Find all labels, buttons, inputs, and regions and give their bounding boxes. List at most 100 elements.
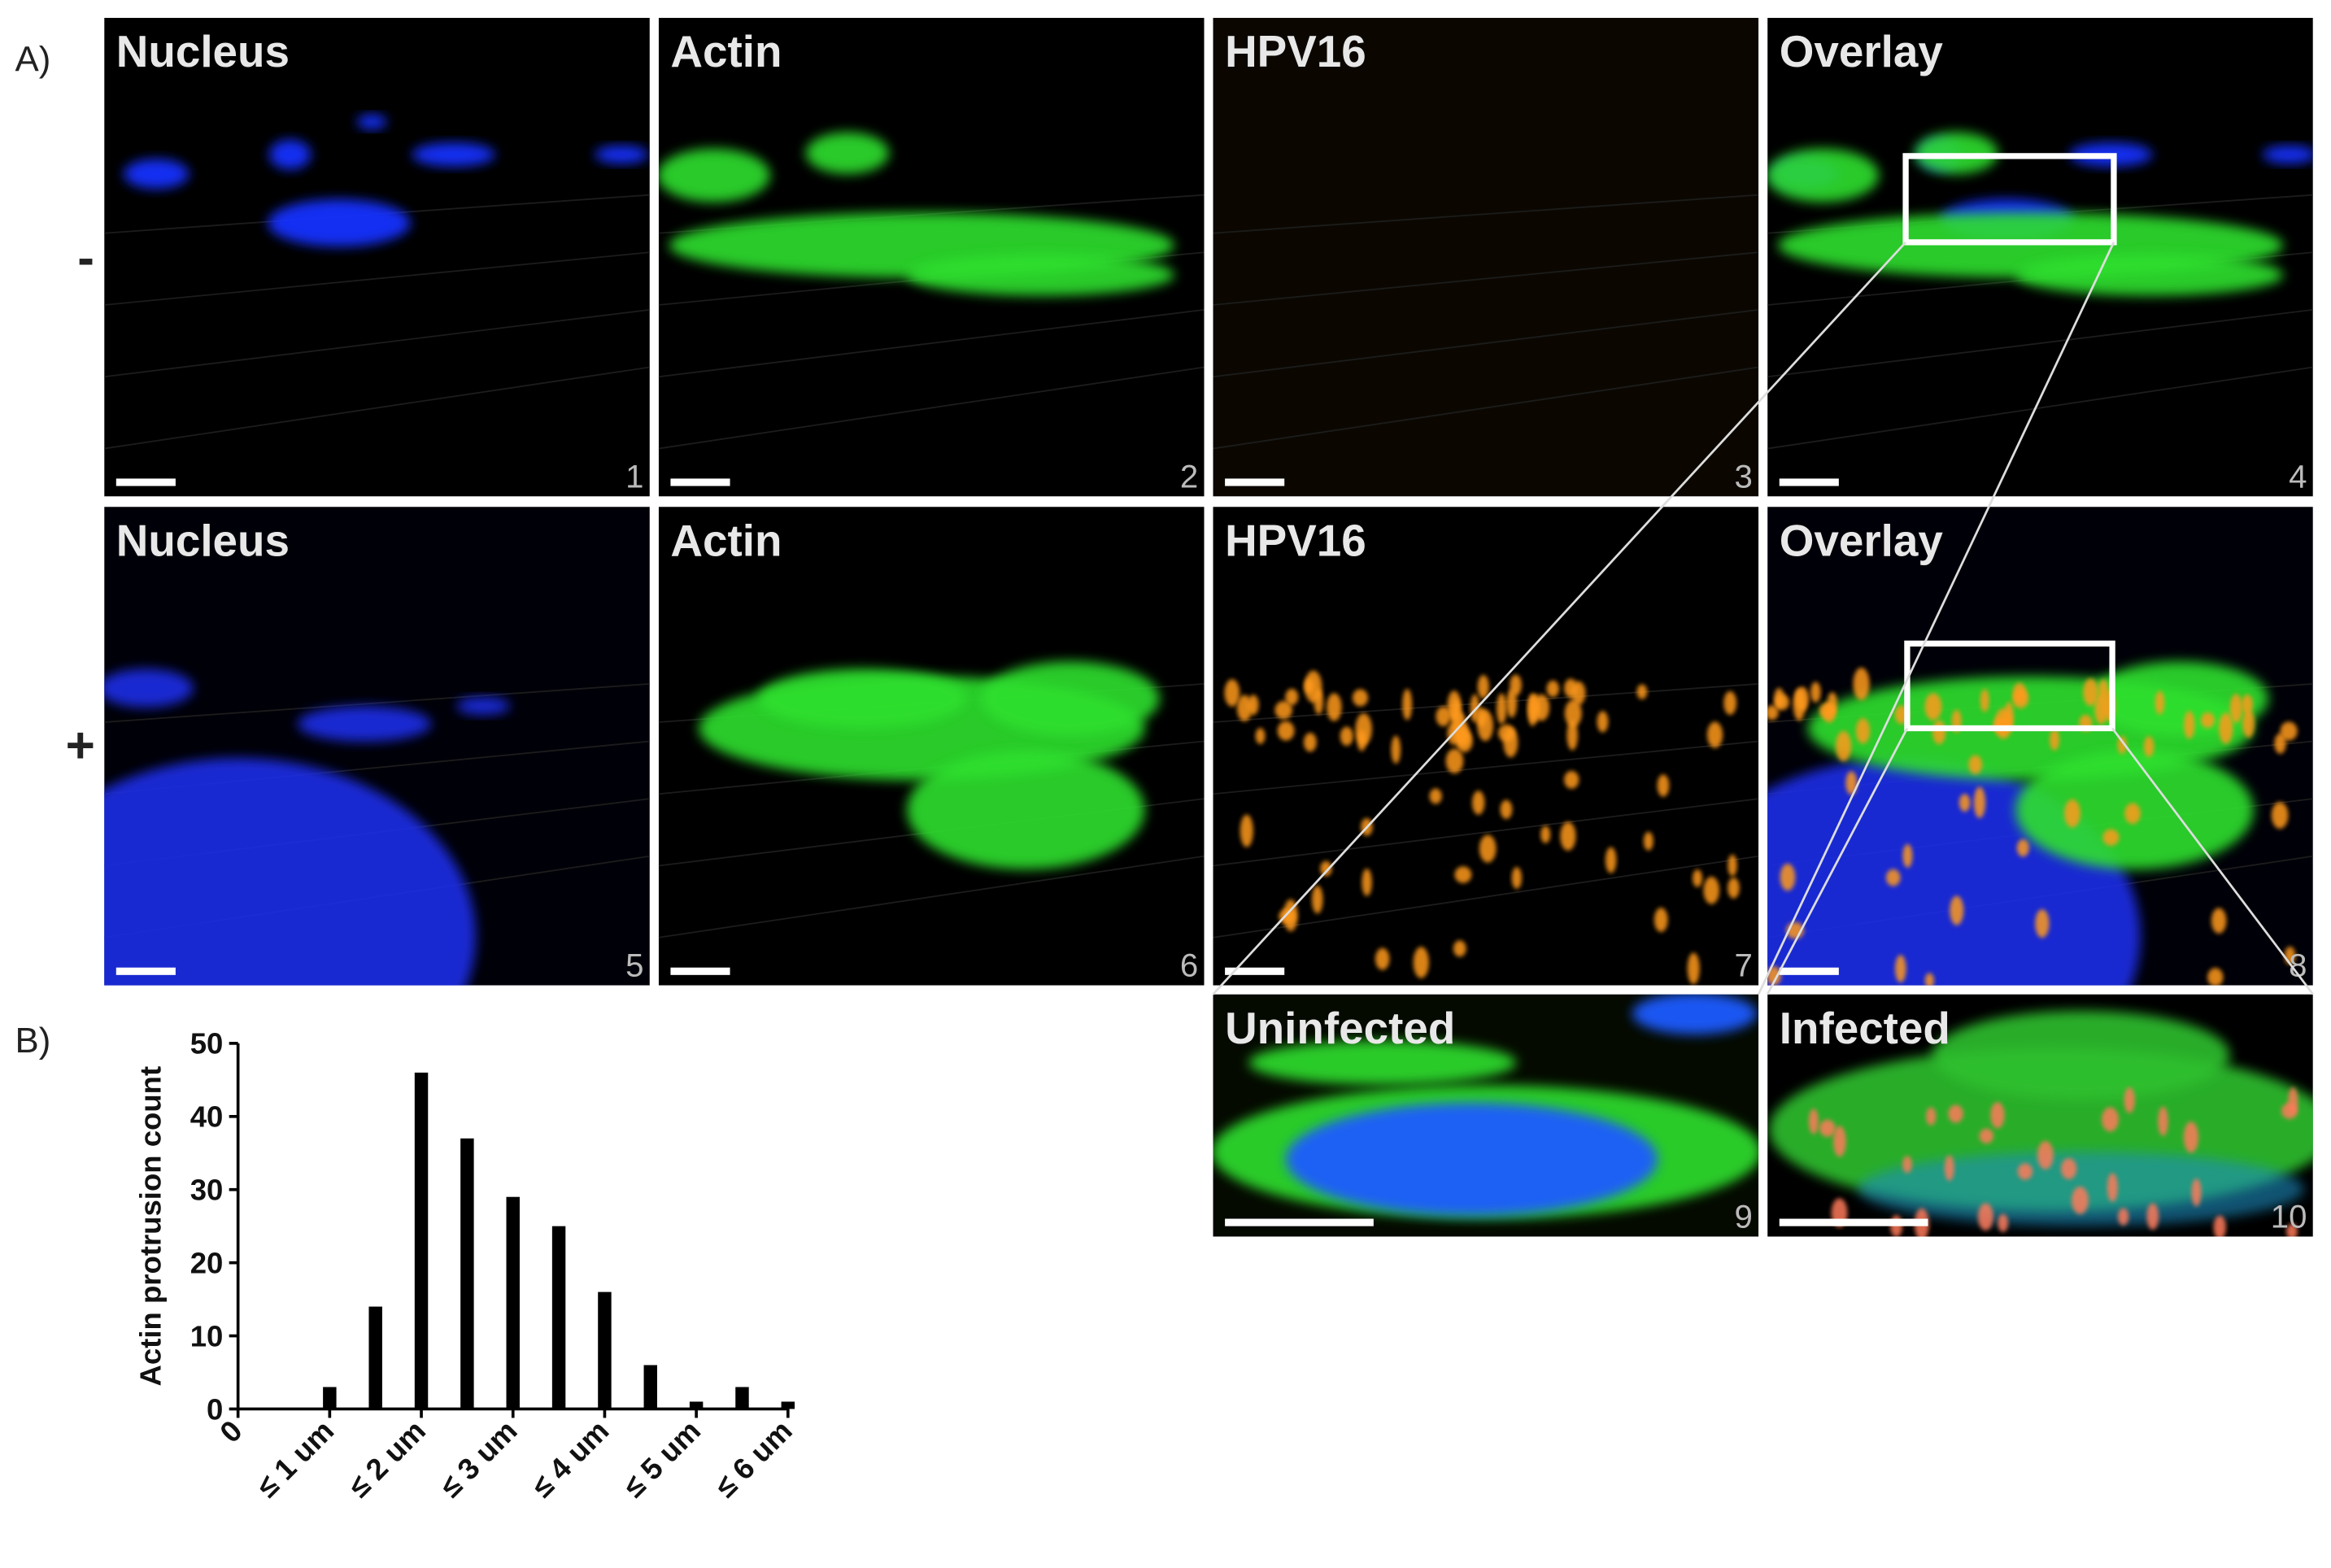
bar [689,1401,704,1409]
row-label: - [77,230,94,286]
virus-particle [1510,674,1522,696]
scale-bar [115,967,176,975]
virus-particle [1808,1108,1819,1135]
virus-particle [1285,688,1299,706]
virus-particle [2060,1158,2077,1180]
cell-shape [2015,254,2284,296]
scale-bar [1225,478,1285,486]
y-tick-label: 0 [207,1392,223,1426]
image-panel: Overlay 4 [1767,17,2313,497]
image-panel: HPV16 3 [1213,17,1759,497]
virus-particle [1453,940,1466,957]
virus-particle [1948,1104,1963,1123]
virus-particle [1819,1119,1836,1137]
panel-number: 5 [625,947,643,984]
virus-particle [1998,1213,2009,1232]
virus-particle [1767,965,1781,986]
panel-number: 4 [2289,458,2307,494]
virus-particle [1950,895,1964,926]
virus-particle [1706,721,1723,748]
cell-shape [356,114,387,129]
perspective-grid [1213,740,1759,795]
virus-particle [1503,727,1518,758]
virus-particle [1497,693,1507,725]
virus-particle [1240,814,1253,847]
virus-particle [2117,735,2127,755]
virus-particle [1402,688,1413,721]
panel-title: Nucleus [116,26,290,76]
cell-shape [1248,1040,1517,1086]
virus-particle [2211,908,2227,934]
zoom-box [1902,153,2117,246]
virus-particle [1456,730,1473,753]
y-tick-label: 10 [190,1319,224,1352]
virus-particle [2102,1107,2119,1132]
y-tick-label: 20 [190,1246,224,1279]
virus-particle [2124,803,2141,825]
scale-bar [115,478,176,486]
virus-particle [2107,1173,2118,1202]
x-tick-label: ≤ 5 um [617,1413,707,1504]
virus-particle [2071,1186,2089,1215]
virus-particle [1540,825,1551,843]
virus-particle [2201,712,2215,729]
virus-particle [1977,1203,1993,1231]
cell-shape [981,661,1160,736]
virus-particle [1340,726,1353,746]
cell-shape [456,697,511,716]
cell-shape [1767,148,1880,203]
bar [781,1401,795,1409]
virus-particle [1413,947,1429,978]
virus-particle [2037,1140,2054,1169]
scale-bar [1225,967,1285,975]
virus-particle [2274,733,2286,754]
panel-number: 7 [1734,947,1752,984]
cell-shape [907,750,1145,870]
virus-particle [1564,770,1579,789]
perspective-grid [1213,366,1759,450]
image-panel: Nucleus 5 [104,507,650,986]
cell-shape [1632,994,1758,1034]
virus-particle [1855,718,1871,744]
virus-particle [1723,690,1737,715]
virus-particle [2155,690,2165,715]
virus-particle [2219,712,2233,744]
scale-bar [1779,1218,1928,1226]
virus-particle [2083,678,2098,707]
virus-particle [2124,1087,2135,1113]
virus-particle [1357,730,1366,751]
image-panel: Infected 10 [1767,994,2313,1237]
virus-particle [1780,863,1796,891]
panel-number: 8 [2289,947,2307,984]
panel-title: Overlay [1780,515,1944,565]
virus-particle [2158,1106,2168,1136]
virus-particle [1533,694,1550,721]
panel-number: 2 [1180,458,1198,494]
virus-particle [2064,799,2080,828]
virus-particle [2191,1178,2202,1207]
cell-shape [805,132,890,174]
virus-particle [2017,1163,2033,1180]
bar [323,1387,337,1409]
virus-particle [2281,1103,2298,1119]
row-label: + [66,718,95,774]
perspective-grid [104,682,650,723]
virus-particle [1693,869,1702,887]
virus-particle [1470,694,1479,723]
virus-particle [1274,700,1292,720]
perspective-grid [658,855,1205,939]
cell-shape [123,159,190,189]
cell-shape [412,142,495,167]
image-panel: Nucleus 1 [104,17,650,497]
y-axis-label: Actin protrusion count [134,1066,168,1387]
x-tick-label: ≤ 6 um [708,1413,799,1504]
virus-particle [1375,947,1390,970]
perspective-grid [1767,308,2313,378]
virus-particle [1902,1156,1912,1174]
scale-bar [670,478,730,486]
virus-particle [2280,721,2298,741]
panel-number: 3 [1734,458,1752,494]
perspective-grid [658,308,1205,378]
virus-particle [1636,684,1648,699]
virus-particle [1314,689,1324,715]
